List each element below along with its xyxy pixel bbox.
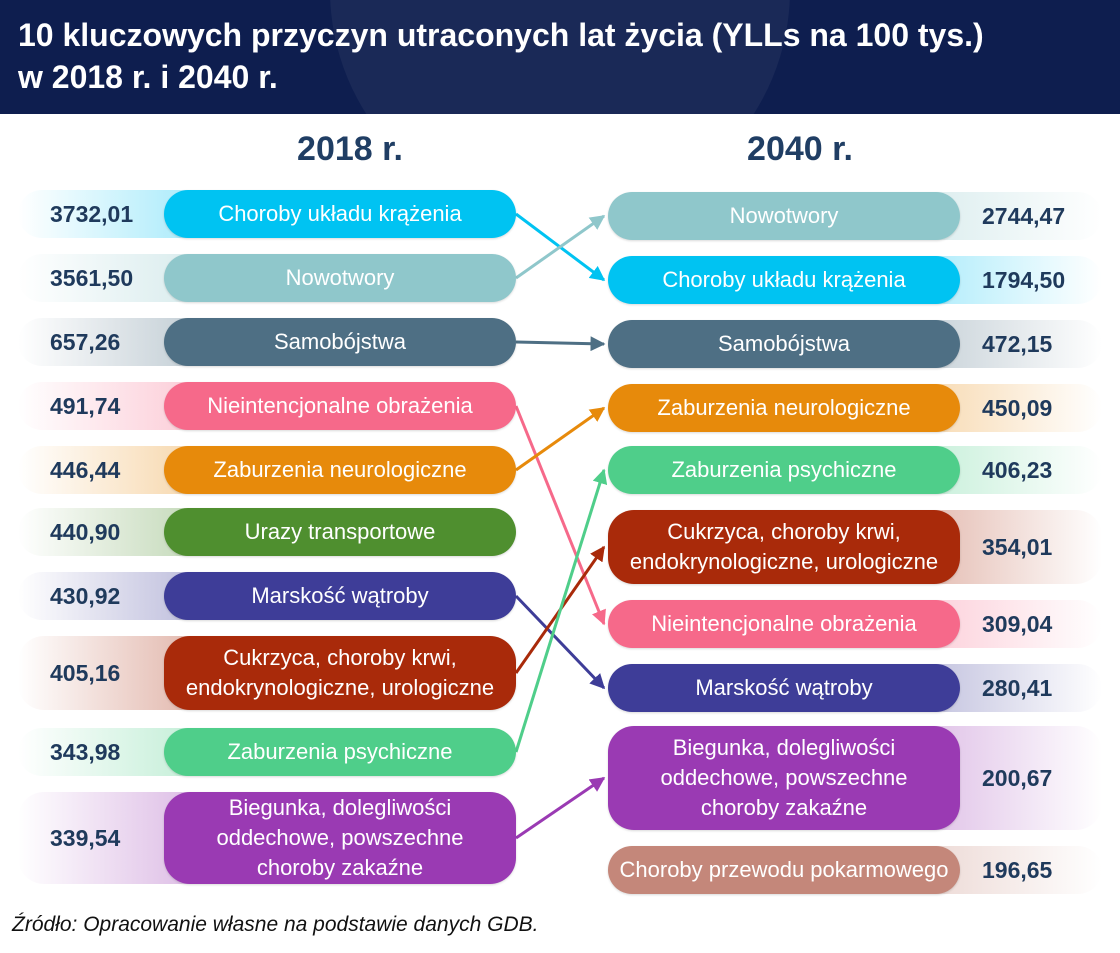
left-value: 657,26: [50, 328, 121, 355]
left-value: 343,98: [50, 738, 121, 765]
right-value: 406,23: [982, 456, 1053, 483]
left-category-label: Zaburzenia psychiczne: [164, 728, 516, 776]
column-header-2040: 2040 r.: [747, 130, 853, 168]
connector-arrow: [515, 336, 606, 352]
right-value: 200,67: [982, 764, 1053, 791]
right-category-label: Choroby układu krążenia: [608, 256, 960, 304]
right-value: 354,01: [982, 533, 1053, 560]
right-value: 450,09: [982, 394, 1053, 421]
left-value: 491,74: [50, 392, 121, 419]
left-category-label: Biegunka, dolegliwości oddechowe, powsze…: [164, 792, 516, 884]
right-category-label: Samobójstwa: [608, 320, 960, 368]
right-row: Choroby układu krążenia 1794,50: [608, 256, 1102, 304]
left-value: 405,16: [50, 659, 121, 686]
right-row: Samobójstwa 472,15: [608, 320, 1102, 368]
left-value: 3561,50: [50, 264, 134, 291]
left-value: 430,92: [50, 582, 121, 609]
right-category-label: Zaburzenia psychiczne: [608, 446, 960, 494]
header-banner: 10 kluczowych przyczyn utraconych lat ży…: [0, 0, 1120, 114]
left-value: 446,44: [50, 456, 121, 483]
right-value: 280,41: [982, 674, 1053, 701]
left-category-label: Nieintencjonalne obrażenia: [164, 382, 516, 430]
header-decoration: [330, 0, 790, 114]
right-category-label: Zaburzenia neurologiczne: [608, 384, 960, 432]
left-category-label: Marskość wątroby: [164, 572, 516, 620]
left-value: 440,90: [50, 518, 121, 545]
left-row: Urazy transportowe 440,90: [18, 508, 518, 556]
left-category-label: Urazy transportowe: [164, 508, 516, 556]
right-row: Nowotwory 2744,47: [608, 192, 1102, 240]
right-row: Biegunka, dolegliwości oddechowe, powsze…: [608, 726, 1102, 830]
left-row: Samobójstwa 657,26: [18, 318, 518, 366]
right-row: Nieintencjonalne obrażenia 309,04: [608, 600, 1102, 648]
connector-arrow: [515, 214, 606, 280]
left-category-label: Nowotwory: [164, 254, 516, 302]
connector-arrow: [514, 594, 606, 690]
right-row: Marskość wątroby 280,41: [608, 664, 1102, 712]
column-header-2018: 2018 r.: [297, 130, 403, 168]
left-row: Nieintencjonalne obrażenia 491,74: [18, 382, 518, 430]
left-category-label: Choroby układu krążenia: [164, 190, 516, 238]
right-row: Cukrzyca, choroby krwi, endokrynologiczn…: [608, 510, 1102, 584]
right-category-label: Biegunka, dolegliwości oddechowe, powsze…: [608, 726, 960, 830]
left-row: Marskość wątroby 430,92: [18, 572, 518, 620]
connector-arrow: [514, 405, 606, 626]
connector-arrow: [514, 468, 608, 753]
left-category-label: Samobójstwa: [164, 318, 516, 366]
left-value: 3732,01: [50, 200, 134, 227]
right-value: 472,15: [982, 330, 1053, 357]
connector-arrow: [515, 406, 606, 472]
right-category-label: Nowotwory: [608, 192, 960, 240]
right-row: Zaburzenia neurologiczne 450,09: [608, 384, 1102, 432]
left-row: Zaburzenia neurologiczne 446,44: [18, 446, 518, 494]
right-category-label: Marskość wątroby: [608, 664, 960, 712]
right-category-label: Cukrzyca, choroby krwi, endokrynologiczn…: [608, 510, 960, 584]
left-row: Nowotwory 3561,50: [18, 254, 518, 302]
connector-arrow: [515, 776, 606, 840]
chart-title: 10 kluczowych przyczyn utraconych lat ży…: [18, 17, 984, 95]
right-value: 1794,50: [982, 266, 1066, 293]
right-value: 2744,47: [982, 202, 1066, 229]
right-category-label: Nieintencjonalne obrażenia: [608, 600, 960, 648]
left-row: Choroby układu krążenia 3732,01: [18, 190, 518, 238]
left-category-label: Cukrzyca, choroby krwi, endokrynologiczn…: [164, 636, 516, 710]
left-value: 339,54: [50, 824, 121, 851]
left-row: Zaburzenia psychiczne 343,98: [18, 728, 518, 776]
source-footnote: Źródło: Opracowanie własne na podstawie …: [12, 913, 539, 936]
right-row: Choroby przewodu pokarmowego 196,65: [608, 846, 1102, 894]
right-row: Zaburzenia psychiczne 406,23: [608, 446, 1102, 494]
right-category-label: Choroby przewodu pokarmowego: [608, 846, 960, 894]
left-row: Biegunka, dolegliwości oddechowe, powsze…: [18, 792, 518, 884]
left-category-label: Zaburzenia neurologiczne: [164, 446, 516, 494]
left-row: Cukrzyca, choroby krwi, endokrynologiczn…: [18, 636, 518, 710]
right-value: 309,04: [982, 610, 1053, 637]
right-value: 196,65: [982, 856, 1053, 883]
